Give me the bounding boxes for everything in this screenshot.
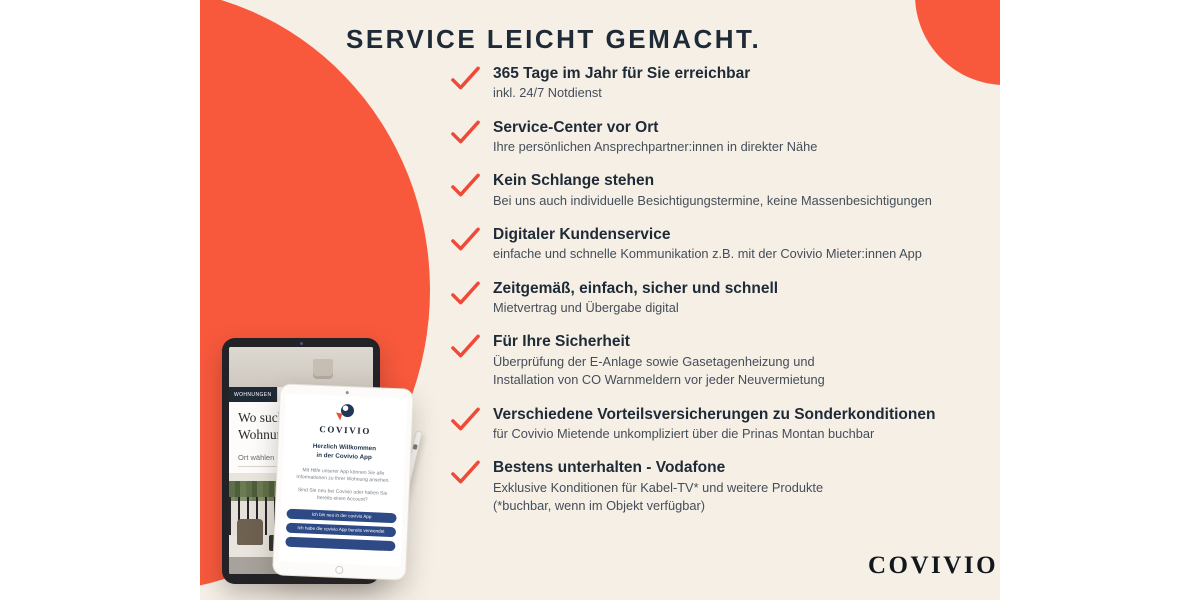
feature-item: Verschiedene Vorteilsversicherungen zu S… xyxy=(450,405,980,444)
slide-canvas: SERVICE LEICHT GEMACHT. 365 Tage im Jahr… xyxy=(200,0,1000,600)
check-icon xyxy=(451,460,480,484)
feature-title: Verschiedene Vorteilsversicherungen zu S… xyxy=(493,405,936,423)
check-icon xyxy=(451,335,480,358)
feature-list: 365 Tage im Jahr für Sie erreichbar inkl… xyxy=(450,64,980,516)
check-icon xyxy=(451,407,480,431)
feature-item: Bestens unterhalten - Vodafone Exklusive… xyxy=(450,458,980,515)
feature-title: Digitaler Kundenservice xyxy=(493,226,671,244)
feature-desc: Bei uns auch individuelle Besichtigungst… xyxy=(493,192,932,208)
check-icon xyxy=(451,120,480,144)
feature-item: Service-Center vor Ort Ihre persönlichen… xyxy=(450,118,980,157)
feature-title: Bestens unterhalten - Vodafone xyxy=(493,459,726,477)
feature-title: Für Ihre Sicherheit xyxy=(493,333,630,351)
feature-desc: inkl. 24/7 Notdienst xyxy=(493,85,602,101)
feature-desc: für Covivio Mietende unkompliziert über … xyxy=(493,425,875,441)
feature-title: Zeitgemäß, einfach, sicher und schnell xyxy=(493,279,779,297)
pencil-engraving xyxy=(412,444,418,450)
feature-item: Kein Schlange stehen Bei uns auch indivi… xyxy=(450,171,980,210)
feature-desc: Installation von CO Warnmeldern vor jede… xyxy=(493,372,825,388)
pencil-body xyxy=(387,430,423,553)
feature-item: Digitaler Kundenservice einfache und sch… xyxy=(450,225,980,264)
feature-item: Zeitgemäß, einfach, sicher und schnell M… xyxy=(450,279,980,318)
check-icon xyxy=(451,173,480,197)
feature-desc: Exklusive Konditionen für Kabel-TV* und … xyxy=(493,479,824,495)
stylus-pencil xyxy=(384,430,423,564)
pencil-tip xyxy=(384,550,393,563)
check-icon xyxy=(451,281,480,305)
check-icon xyxy=(451,66,480,90)
feature-desc: Mietvertrag und Übergabe digital xyxy=(493,299,679,315)
feature-title: Kein Schlange stehen xyxy=(493,172,655,190)
feature-desc: einfache und schnelle Kommunikation z.B.… xyxy=(493,246,922,262)
feature-desc: Überprüfung der E-Anlage sowie Gasetagen… xyxy=(493,353,815,369)
feature-title: 365 Tage im Jahr für Sie erreichbar xyxy=(493,65,751,82)
covivio-logo: COVIVIO xyxy=(868,552,999,579)
feature-item: 365 Tage im Jahr für Sie erreichbar inkl… xyxy=(450,64,980,103)
home-button-icon xyxy=(335,565,344,575)
check-icon xyxy=(451,227,480,251)
page-title: SERVICE LEICHT GEMACHT. xyxy=(346,24,762,54)
feature-item: Für Ihre Sicherheit Überprüfung der E-An… xyxy=(450,332,980,389)
feature-desc: Ihre persönlichen Ansprechpartner:innen … xyxy=(493,138,818,154)
feature-title: Service-Center vor Ort xyxy=(493,118,659,136)
feature-desc: (*buchbar, wenn im Objekt verfügbar) xyxy=(493,498,705,514)
decor-blob-left xyxy=(200,0,430,592)
